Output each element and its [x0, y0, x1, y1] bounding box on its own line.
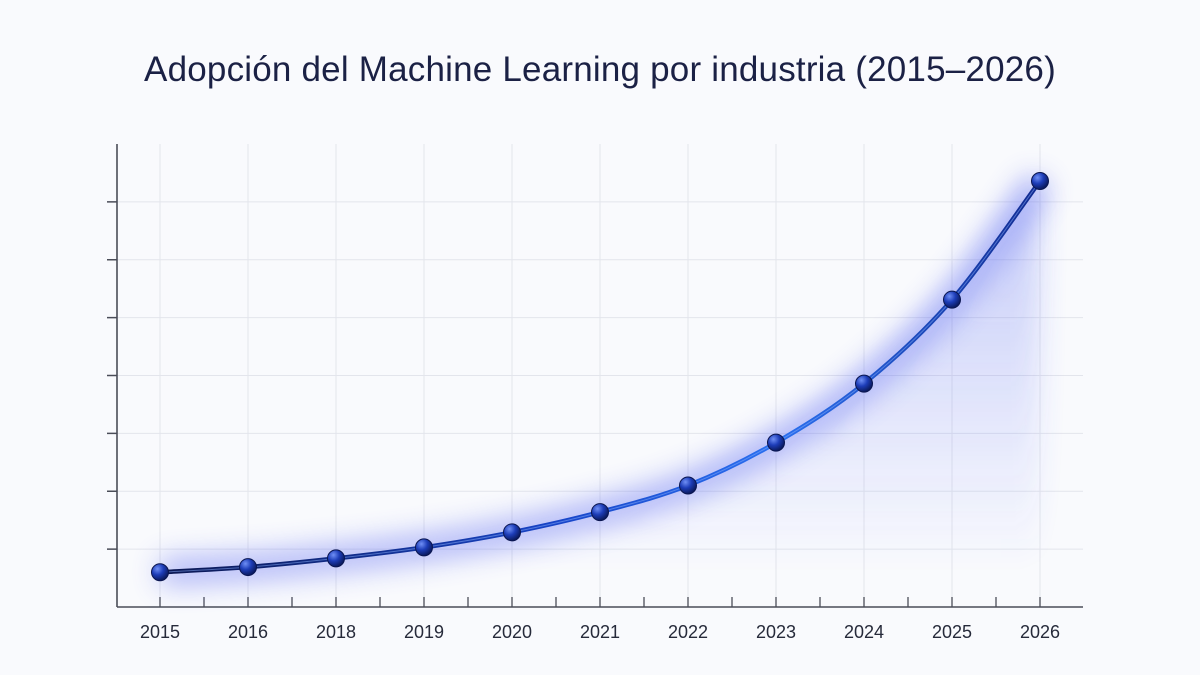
x-tick-label: 2022	[668, 622, 708, 642]
x-tick-label: 2021	[580, 622, 620, 642]
data-point-2022	[679, 476, 697, 495]
data-point-2025	[943, 290, 961, 309]
data-point-2020	[503, 523, 521, 542]
glow-area	[160, 181, 1040, 573]
data-point-2024	[855, 374, 873, 393]
data-point-2026	[1031, 172, 1049, 191]
x-tick-label: 2020	[492, 622, 532, 642]
chart-title: Adopción del Machine Learning por indust…	[144, 50, 1056, 89]
data-point-2015	[151, 563, 169, 582]
x-tick-label: 2024	[844, 622, 884, 642]
x-tick-label: 2023	[756, 622, 796, 642]
x-tick-label: 2025	[932, 622, 972, 642]
x-tick-label: 2015	[140, 622, 180, 642]
data-point-2016	[239, 558, 257, 577]
series-line-highlight	[159, 180, 1041, 573]
x-tick-label: 2016	[228, 622, 268, 642]
x-tick-label: 2026	[1020, 622, 1060, 642]
data-point-2019	[415, 538, 433, 557]
data-point-2021	[591, 503, 609, 522]
x-tick-label: 2018	[316, 622, 356, 642]
data-point-2018	[327, 549, 345, 568]
data-point-2023	[767, 433, 785, 452]
x-tick-label: 2019	[404, 622, 444, 642]
